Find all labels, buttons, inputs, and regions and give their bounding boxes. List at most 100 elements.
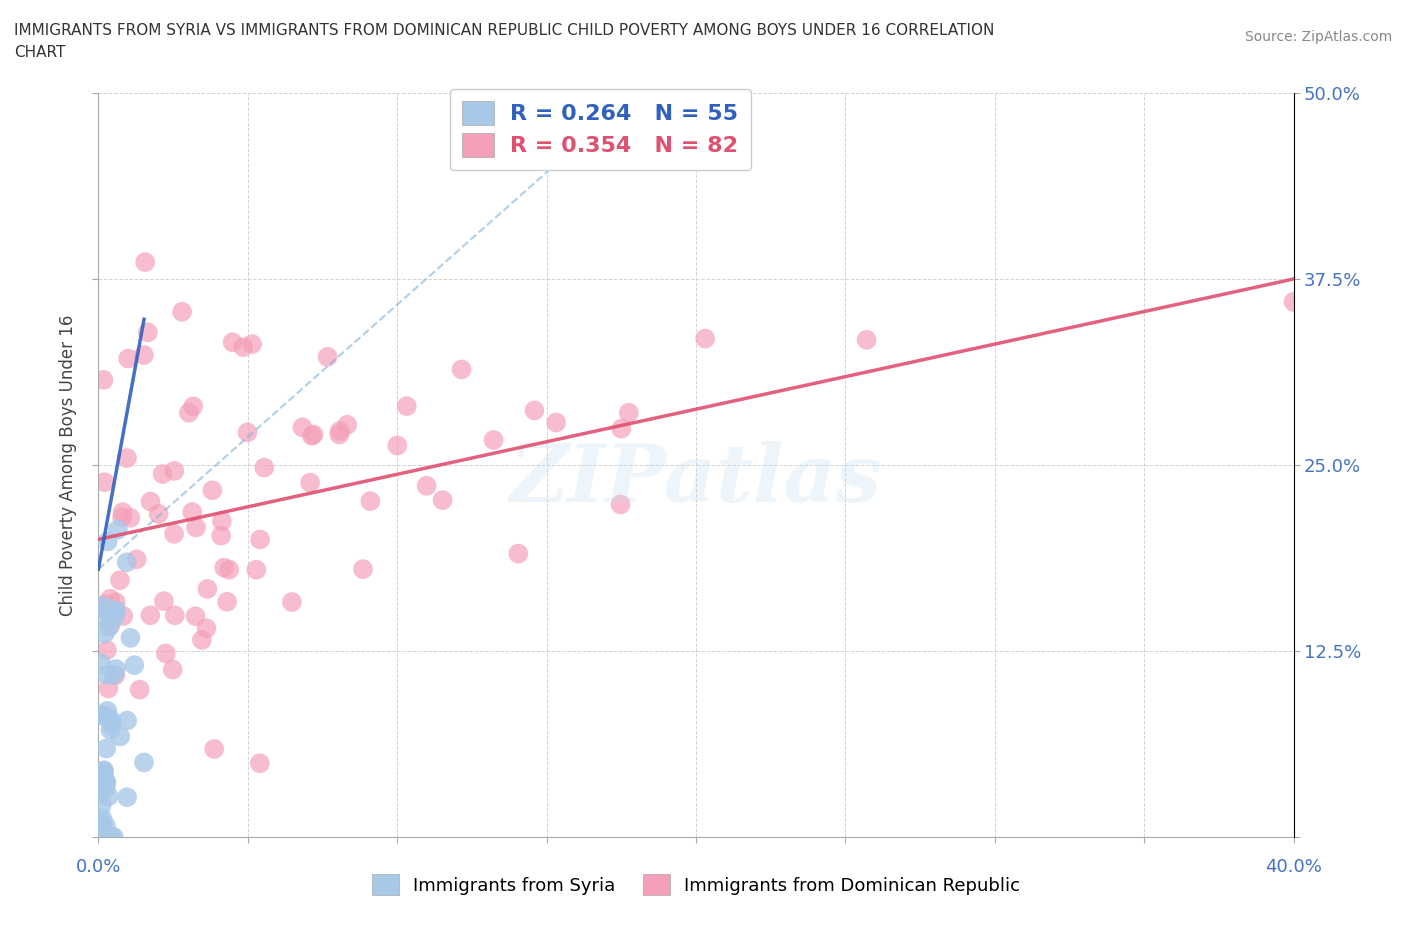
Point: [96, 667, 118, 682]
Legend: Immigrants from Syria, Immigrants from Dominican Republic: Immigrants from Syria, Immigrants from D…: [364, 867, 1028, 902]
Point: [115, 555, 138, 570]
Point: [103, 830, 125, 844]
Point: [94, 818, 117, 833]
Point: [546, 415, 568, 430]
Point: [352, 562, 374, 577]
Point: [111, 505, 134, 520]
Point: [148, 507, 170, 522]
Point: [94, 830, 117, 844]
Point: [249, 756, 271, 771]
Y-axis label: Child Poverty Among Boys Under 16: Child Poverty Among Boys Under 16: [59, 314, 77, 616]
Point: [450, 362, 472, 377]
Point: [115, 713, 138, 728]
Point: [617, 405, 640, 420]
Point: [202, 741, 225, 756]
Point: [329, 424, 352, 439]
Text: CHART: CHART: [14, 45, 66, 60]
Point: [359, 494, 381, 509]
Point: [89, 830, 111, 844]
Point: [97, 534, 120, 549]
Point: [97, 789, 120, 804]
Point: [139, 494, 162, 509]
Point: [93, 372, 115, 387]
Point: [232, 339, 254, 354]
Point: [195, 621, 218, 636]
Point: [90, 656, 112, 671]
Point: [94, 830, 117, 844]
Point: [94, 626, 117, 641]
Point: [104, 604, 127, 619]
Point: [90, 798, 112, 813]
Point: [136, 325, 159, 339]
Point: [93, 830, 115, 844]
Point: [94, 781, 117, 796]
Text: 0.0%: 0.0%: [76, 857, 121, 876]
Point: [139, 608, 162, 623]
Point: [89, 787, 111, 802]
Point: [281, 594, 304, 609]
Point: [191, 632, 214, 647]
Point: [96, 830, 118, 844]
Point: [328, 427, 350, 442]
Point: [240, 337, 263, 352]
Point: [163, 526, 186, 541]
Point: [108, 573, 131, 588]
Point: [211, 513, 233, 528]
Point: [415, 478, 437, 493]
Point: [98, 591, 121, 606]
Point: [94, 830, 117, 844]
Point: [98, 619, 121, 634]
Point: [128, 683, 150, 698]
Point: [108, 729, 131, 744]
Point: [90, 708, 112, 723]
Point: [134, 255, 156, 270]
Point: [120, 511, 142, 525]
Point: [111, 510, 134, 525]
Point: [299, 475, 322, 490]
Point: [115, 790, 138, 804]
Point: [395, 399, 418, 414]
Point: [87, 817, 110, 831]
Point: [91, 811, 114, 826]
Point: [245, 563, 267, 578]
Point: [103, 609, 125, 624]
Point: [855, 332, 877, 347]
Point: [482, 432, 505, 447]
Point: [695, 331, 717, 346]
Point: [120, 631, 142, 645]
Point: [249, 532, 271, 547]
Point: [152, 467, 174, 482]
Point: [93, 766, 115, 781]
Point: [236, 425, 259, 440]
Point: [100, 723, 122, 737]
Point: [302, 427, 325, 442]
Point: [301, 429, 323, 444]
Point: [96, 600, 118, 615]
Point: [201, 483, 224, 498]
Point: [93, 764, 115, 778]
Point: [163, 608, 186, 623]
Point: [115, 451, 138, 466]
Point: [217, 594, 239, 609]
Point: [112, 608, 135, 623]
Point: [103, 668, 125, 683]
Point: [100, 617, 122, 631]
Point: [1282, 295, 1305, 310]
Point: [221, 335, 243, 350]
Point: [91, 709, 114, 724]
Point: [432, 493, 454, 508]
Point: [96, 776, 118, 790]
Point: [155, 646, 177, 661]
Point: [97, 681, 120, 696]
Point: [163, 463, 186, 478]
Point: [90, 601, 112, 616]
Point: [89, 830, 111, 844]
Point: [212, 560, 235, 575]
Point: [91, 830, 114, 844]
Point: [100, 717, 122, 732]
Point: [122, 658, 145, 672]
Point: [117, 352, 139, 366]
Point: [523, 403, 546, 418]
Point: [90, 830, 112, 844]
Point: [125, 551, 148, 566]
